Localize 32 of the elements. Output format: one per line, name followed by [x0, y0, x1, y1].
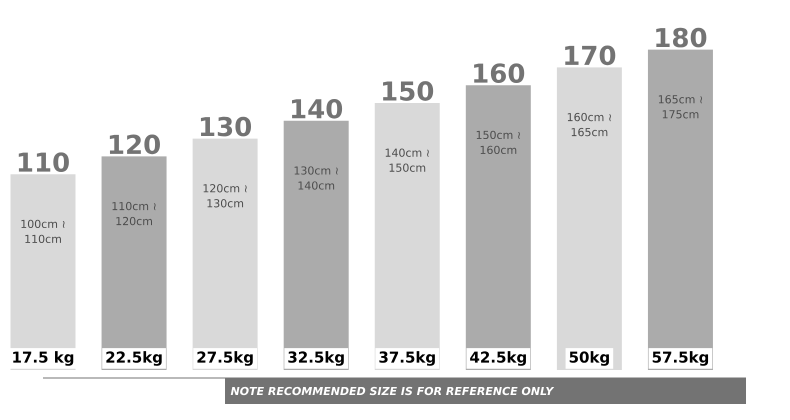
- data-label: 170: [565, 46, 616, 66]
- annotation: 140cm ≀ 150cm: [386, 148, 429, 172]
- bar: [374, 103, 440, 370]
- data-label: 130: [200, 116, 252, 136]
- bar: [192, 138, 258, 370]
- annotation: 120cm ≀ 130cm: [204, 184, 247, 208]
- bar: [466, 85, 531, 370]
- x-tick-label: 42.5kg: [470, 351, 526, 366]
- data-label: 180: [656, 28, 706, 48]
- data-label: 140: [292, 98, 342, 119]
- x-tick-label: 57.5kg: [652, 351, 708, 366]
- bar: [648, 50, 713, 370]
- x-tick-label: 22.5kg: [106, 351, 162, 366]
- bar: [284, 120, 349, 370]
- annotation: 150cm ≀ 160cm: [476, 130, 520, 154]
- x-tick-label: 50kg: [570, 351, 609, 366]
- data-label: 160: [474, 63, 524, 84]
- annotation: 130cm ≀ 140cm: [294, 166, 338, 190]
- text: NOTE RECOMMENDED SIZE IS FOR REFERENCE ONLY: [230, 386, 554, 396]
- x-tick-label: 32.5kg: [288, 351, 344, 366]
- data-label: 110: [18, 152, 69, 172]
- x-tick-label: 17.5 kg: [13, 351, 74, 366]
- annotation: 110cm ≀ 120cm: [112, 202, 156, 226]
- bar: [102, 156, 167, 370]
- annotation: 165cm ≀ 175cm: [658, 95, 702, 118]
- bar: [556, 67, 622, 370]
- annotation: 160cm ≀ 165cm: [568, 112, 612, 136]
- annotation: 100cm ≀ 110cm: [21, 220, 65, 244]
- data-label: 150: [383, 81, 434, 101]
- x-tick-label: 27.5kg: [197, 351, 253, 366]
- x-tick-label: 37.5kg: [379, 351, 435, 366]
- data-label: 120: [110, 134, 160, 154]
